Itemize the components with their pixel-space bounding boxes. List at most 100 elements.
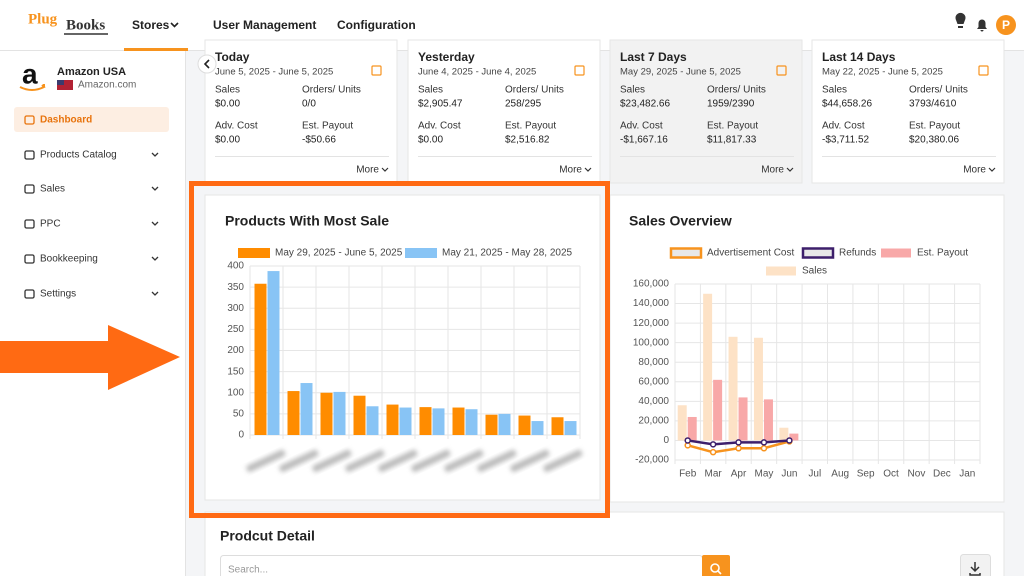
x-tick-label: Oct [883,469,899,480]
card-more[interactable]: More [963,165,986,176]
menu-item[interactable]: Dashboard [40,115,92,126]
metric-label: Est. Payout [707,121,758,132]
y-tick-label: 200 [227,345,244,356]
card-more[interactable]: More [761,165,784,176]
metric-value: -$3,711.52 [822,135,870,146]
card-range: June 4, 2025 - June 4, 2025 [418,67,536,78]
menu-icon [24,184,35,194]
y-tick-label: 0 [663,435,669,446]
menu-item[interactable]: Products Catalog [40,150,117,161]
summary-card [811,39,1005,184]
flag [57,80,73,90]
bar [687,416,697,441]
legend-swatch [881,248,911,258]
search-input[interactable] [220,555,703,581]
bar [432,408,445,435]
card-more[interactable]: More [356,165,379,176]
line-point [709,441,717,448]
summary-card [204,39,398,184]
search-icon [710,563,720,573]
menu-icon [24,219,35,229]
legend-swatch [801,247,835,259]
store-domain: Amazon.com [78,80,136,91]
line-point [760,439,768,446]
amazon-smile [19,84,46,91]
card-more[interactable]: More [559,165,582,176]
more-chevron [381,167,389,172]
bar [713,379,723,441]
menu: Dashboard Products Catalog Sales PPC Bookkee… [14,107,169,300]
card-title: Last 7 Days [620,50,687,64]
y-tick-label: 300 [227,303,244,314]
legend-swatch [669,247,703,259]
menu-chevron [151,256,159,261]
y-tick-label: 140,000 [633,298,670,309]
y-tick-label: 120,000 [633,318,670,329]
card-range: May 29, 2025 - June 5, 2025 [620,67,741,78]
highlight-box [189,181,610,518]
avatar[interactable] [996,15,1016,35]
menu-active-bg [14,107,169,132]
avatar-letter: P [1002,18,1010,32]
card-range: June 5, 2025 - June 5, 2025 [215,67,333,78]
legend-label: May 21, 2025 - May 28, 2025 [442,248,573,259]
metric-label: Adv. Cost [822,121,865,132]
scroll-left-button[interactable] [197,54,217,74]
metric-label: Sales [215,85,240,96]
metric-value: $44,658.26 [822,99,872,110]
metric-value: $0.00 [418,135,443,146]
line-point [786,437,793,444]
menu-item[interactable]: Bookkeeping [40,254,98,265]
bar [333,391,346,435]
search-button[interactable] [702,555,730,581]
metric-value: $11,817.33 [707,135,757,146]
y-tick-label: 20,000 [638,416,669,427]
x-tick-label: Feb [679,469,697,480]
bar [551,417,564,435]
metric-label: Sales [822,85,847,96]
bar [677,405,687,441]
bar [399,407,412,435]
menu-item[interactable]: PPC [40,219,61,230]
metric-label: Adv. Cost [418,121,461,132]
bar [703,293,713,441]
legend-label: Advertisement Cost [707,248,794,259]
bar [300,383,313,435]
metric-label: Orders/ Units [909,85,968,96]
line-point [735,445,742,452]
bell-icon[interactable] [977,19,987,32]
summary-card [407,39,601,184]
metric-label: Sales [418,85,443,96]
blurred-label [510,449,550,472]
bar [753,337,763,441]
nav-item[interactable]: User Management [213,18,316,32]
blurred-label [312,449,352,472]
x-tick-label: Jul [808,469,821,480]
metric-value: $2,516.82 [505,135,550,146]
y-tick-label: 250 [227,324,244,335]
calendar-icon [371,65,382,76]
bar [366,406,379,435]
bar [531,421,544,435]
nav-item[interactable]: Configuration [337,18,416,32]
bar [485,414,498,435]
y-tick-label: 0 [238,430,244,441]
bulb-icon[interactable] [955,12,966,28]
blurred-label [378,449,418,472]
flag-canton [57,80,64,85]
legend-label: May 29, 2025 - June 5, 2025 [275,248,403,259]
card-title: Last 14 Days [822,50,896,64]
menu-item[interactable]: Sales [40,184,65,195]
bar [564,421,577,435]
blurred-label [279,449,319,472]
menu-icon [24,254,35,264]
bar [518,415,531,435]
highlight-arrow [0,325,180,390]
nav-item[interactable]: Stores [132,18,170,32]
y-tick-label: 160,000 [633,279,670,290]
metric-value: 258/295 [505,99,542,110]
menu-item[interactable]: Settings [40,289,76,300]
menu-icon [24,289,35,299]
legend-label: Refunds [839,248,876,259]
